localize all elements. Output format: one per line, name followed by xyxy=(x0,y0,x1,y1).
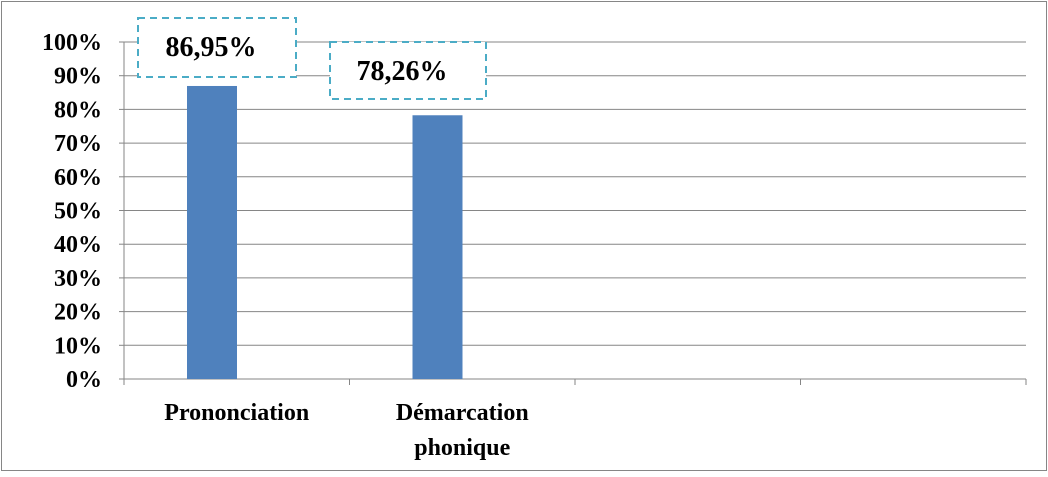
data-label: 86,95% xyxy=(166,32,257,63)
data-label: 78,26% xyxy=(357,56,448,87)
y-tick-label: 100% xyxy=(42,30,102,56)
x-category-label: Démarcation phonique xyxy=(396,400,529,461)
y-tick-label: 10% xyxy=(54,333,102,359)
data-label-box xyxy=(329,41,487,100)
y-tick-label: 70% xyxy=(54,131,102,157)
data-labels: 86,95% 78,26% xyxy=(137,17,487,100)
y-tick-label: 0% xyxy=(66,367,102,393)
y-axis-tick-labels: 0% 10% 20% 30% 40% 50% 60% 70% 80% 90% 100% xyxy=(42,30,102,393)
y-tick-label: 30% xyxy=(54,266,102,292)
x-category-label: Prononciation xyxy=(164,400,309,426)
y-tick-label: 60% xyxy=(54,165,102,191)
data-label-box xyxy=(137,17,297,78)
bars xyxy=(187,85,463,380)
bar xyxy=(412,115,463,380)
y-tick-label: 90% xyxy=(54,64,102,90)
y-tick-label: 20% xyxy=(54,300,102,326)
x-axis-category-labels: Prononciation Démarcation phonique xyxy=(164,400,528,461)
y-tick-label: 40% xyxy=(54,232,102,258)
y-tick-label: 80% xyxy=(54,97,102,123)
axes xyxy=(119,41,1027,385)
y-tick-label: 50% xyxy=(54,199,102,225)
bar xyxy=(187,85,237,379)
